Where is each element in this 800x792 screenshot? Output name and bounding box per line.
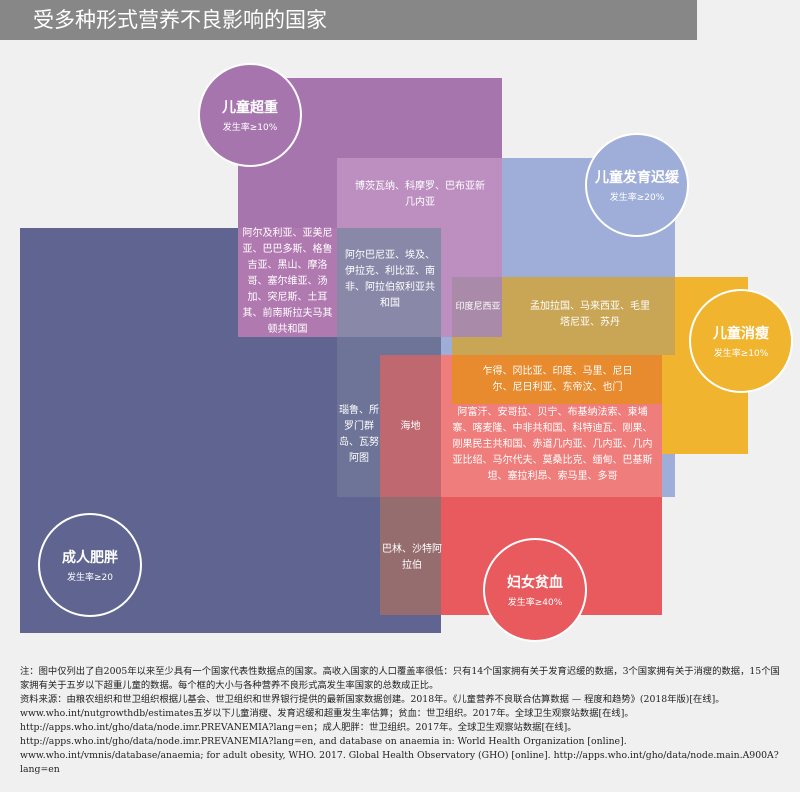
label-child-overweight: 儿童超重 发生率≥10%: [198, 63, 302, 167]
label-women-anaemia: 妇女贫血 发生率≥40%: [483, 538, 587, 642]
page-title: 受多种形式营养不良影响的国家: [33, 8, 327, 32]
footer-source: 资料来源：由粮农组织和世卫组织根据儿基会、世卫组织和世界银行提供的最新国家数据创…: [20, 694, 779, 775]
category-name: 妇女贫血: [507, 575, 563, 591]
label-child-stunting: 儿童发育迟缓 发生率≥20%: [585, 133, 689, 237]
region-stunting-wasting: 孟加拉国、马来西亚、毛里塔尼亚、苏丹: [530, 301, 650, 328]
region-stunting-wasting-anaemia: 乍得、冈比亚、印度、马里、尼日尔、尼日利亚、东帝汶、也门: [482, 366, 633, 393]
region-stunting-anaemia: 阿富汗、安哥拉、贝宁、布基纳法索、柬埔寨、喀麦隆、中非共和国、科特迪瓦、刚果、刚…: [452, 407, 653, 482]
overlap-overweight-obesity-stunting: [337, 228, 441, 337]
label-adult-obesity: 成人肥胖 发生率≥20: [38, 513, 142, 617]
category-rate: 发生率≥20%: [609, 193, 665, 203]
region-overweight-obesity-stunting: 阿尔巴尼亚、埃及、伊拉克、利比亚、南非、阿拉伯叙利亚共和国: [345, 250, 435, 309]
category-rate: 发生率≥10%: [222, 123, 278, 133]
overlap-overweight-stunting-wasting: [452, 277, 502, 337]
overlap-stunting-wasting-2: [452, 337, 502, 355]
footer-note: 注：图中仅列出了自2005年以来至少具有一个国家代表性数据点的国家。高收入国家的…: [20, 666, 780, 691]
category-rate: 发生率≥20: [67, 573, 113, 583]
overlap-obesity-anaemia: [380, 497, 441, 615]
region-obesity-anaemia: 巴林、沙特阿拉伯: [382, 544, 442, 571]
overlap-stunting-wasting: [502, 277, 675, 355]
label-child-wasting: 儿童消瘦 发生率≥10%: [689, 289, 793, 393]
category-name: 儿童发育迟缓: [595, 170, 679, 186]
title-bar: 受多种形式营养不良影响的国家: [0, 0, 697, 40]
category-rate: 发生率≥40%: [507, 598, 563, 608]
category-name: 儿童超重: [222, 100, 278, 116]
region-obesity-stunting-anaemia: 海地: [400, 421, 421, 432]
category-name: 儿童消瘦: [713, 326, 769, 342]
category-rate: 发生率≥10%: [713, 349, 769, 359]
category-name: 成人肥胖: [62, 550, 118, 566]
region-obesity-stunting: 瑙鲁、所罗门群岛、瓦努阿图: [339, 405, 379, 464]
footer: 注：图中仅列出了自2005年以来至少具有一个国家代表性数据点的国家。高收入国家的…: [20, 665, 785, 777]
region-overweight-obesity: 阿尔及利亚、亚美尼亚、巴巴多斯、格鲁吉亚、黑山、摩洛哥、塞尔维亚、汤加、突尼斯、…: [242, 228, 333, 335]
overlap-obesity-stunting-anaemia: [380, 355, 441, 497]
overlap-stunting-wasting-anaemia: [452, 355, 662, 404]
region-overweight-stunting: 博茨瓦纳、科摩罗、巴布亚新几内亚: [355, 181, 485, 208]
overlap-overweight-obesity: [238, 228, 337, 337]
region-overweight-stunting-wasting: 印度尼西亚: [455, 302, 501, 312]
